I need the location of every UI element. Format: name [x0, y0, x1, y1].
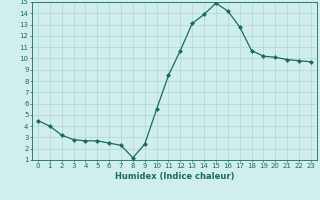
X-axis label: Humidex (Indice chaleur): Humidex (Indice chaleur) [115, 172, 234, 181]
